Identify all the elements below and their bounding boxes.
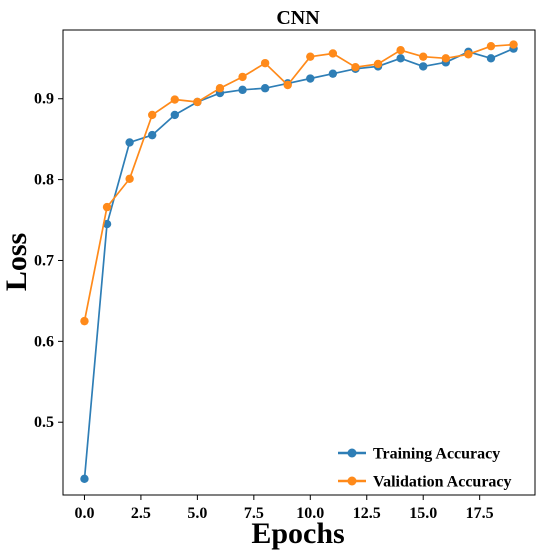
validation-accuracy-point	[238, 72, 247, 82]
validation-accuracy-point	[260, 58, 270, 68]
legend-label: Training Accuracy	[373, 446, 500, 463]
validation-accuracy-point	[125, 174, 134, 183]
validation-accuracy-point	[102, 202, 112, 212]
training-accuracy-legend-marker	[347, 448, 357, 458]
x-tick-label: 7.5	[244, 505, 264, 522]
validation-accuracy-point	[215, 84, 225, 93]
training-accuracy-point	[328, 69, 338, 78]
y-axis-label: Loss	[0, 233, 33, 291]
x-tick-label: 12.5	[353, 505, 381, 522]
x-axis: 0.0 2.5 5.0 7.5 10.0 12.5 15.0 17.5	[74, 495, 494, 522]
y-tick-label: 0.8	[34, 172, 54, 189]
x-tick-label: 5.0	[187, 505, 207, 522]
training-accuracy-point	[102, 219, 112, 229]
y-tick-label: 0.6	[34, 333, 54, 350]
y-tick-label: 0.9	[34, 91, 54, 108]
validation-accuracy-point	[148, 110, 157, 120]
training-accuracy-point	[419, 62, 428, 71]
validation-accuracy-point	[486, 41, 496, 51]
validation-accuracy-legend-marker	[347, 476, 357, 486]
validation-accuracy-point	[328, 49, 338, 58]
validation-accuracy-point	[351, 62, 360, 72]
training-accuracy-point	[80, 474, 89, 484]
validation-accuracy-point	[396, 46, 405, 55]
x-axis-label: Epochs	[251, 517, 344, 550]
series-layer	[80, 40, 518, 484]
training-accuracy-point	[148, 130, 157, 140]
training-accuracy-point	[306, 74, 315, 83]
x-tick-label: 17.5	[466, 505, 494, 522]
training-accuracy-point	[396, 54, 405, 63]
chart-title: CNN	[276, 7, 320, 29]
validation-accuracy-point	[80, 316, 89, 326]
y-axis: 0.5 0.6 0.7 0.8 0.9	[34, 91, 63, 431]
plot-frame	[62, 29, 536, 496]
validation-accuracy-point	[283, 80, 292, 90]
validation-accuracy-point	[509, 40, 518, 49]
training-accuracy-point	[170, 110, 179, 120]
x-tick-label: 0.0	[74, 505, 94, 522]
y-tick-label: 0.5	[34, 414, 54, 431]
validation-accuracy-line	[83, 43, 514, 322]
training-accuracy-point	[260, 84, 270, 93]
validation-accuracy-point	[464, 50, 473, 59]
training-accuracy-point	[486, 54, 496, 63]
validation-accuracy-point	[419, 52, 428, 61]
training-accuracy-point	[125, 138, 134, 147]
legend: Training Accuracy Validation Accuracy	[338, 446, 512, 491]
x-tick-label: 2.5	[131, 505, 151, 522]
validation-accuracy-point	[193, 97, 202, 107]
y-tick-label: 0.7	[34, 252, 54, 269]
validation-accuracy-point	[441, 54, 450, 63]
validation-accuracy-point	[306, 52, 315, 61]
x-tick-label: 10.0	[296, 505, 324, 522]
training-accuracy-point	[238, 85, 247, 95]
legend-label: Validation Accuracy	[373, 474, 512, 491]
x-tick-label: 15.0	[409, 505, 437, 522]
validation-accuracy-point	[373, 59, 383, 69]
validation-accuracy-point	[170, 95, 179, 104]
